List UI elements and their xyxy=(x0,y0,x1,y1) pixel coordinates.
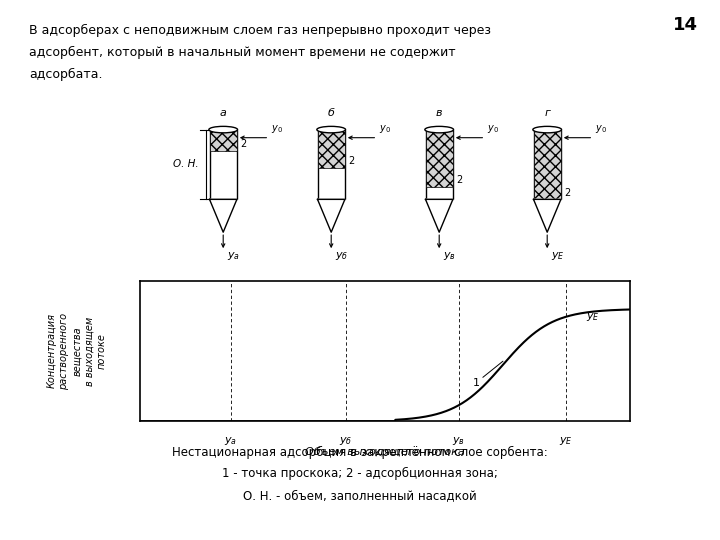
Bar xyxy=(210,130,237,151)
Text: Объем выходящего потока: Объем выходящего потока xyxy=(305,447,465,456)
Text: 2: 2 xyxy=(240,139,247,149)
Text: $y_в$: $y_в$ xyxy=(443,250,456,262)
Text: $y_0$: $y_0$ xyxy=(271,123,284,135)
Text: $y_0$: $y_0$ xyxy=(487,123,500,135)
Text: Концентрация
растворенного
вещества
в выходящем
потоке: Концентрация растворенного вещества в вы… xyxy=(47,313,107,389)
Text: адсорбент, который в начальный момент времени не содержит: адсорбент, который в начальный момент вр… xyxy=(29,46,456,59)
Bar xyxy=(534,130,561,199)
Text: $y_0$: $y_0$ xyxy=(379,123,392,135)
Text: В адсорберах с неподвижным слоем газ непрерывно проходит через: В адсорберах с неподвижным слоем газ неп… xyxy=(29,24,491,37)
Text: $y_б$: $y_б$ xyxy=(339,435,353,447)
Bar xyxy=(534,130,561,199)
Bar xyxy=(318,130,345,168)
Text: 14: 14 xyxy=(673,16,698,34)
Text: а: а xyxy=(220,108,227,118)
Text: б: б xyxy=(328,108,335,118)
Bar xyxy=(318,130,345,199)
Text: $y_E$: $y_E$ xyxy=(559,435,573,447)
Text: $y_E$: $y_E$ xyxy=(586,311,600,323)
Text: Нестационарная адсорбция в закреплённом слое сорбента:: Нестационарная адсорбция в закреплённом … xyxy=(172,446,548,458)
Text: $y_E$: $y_E$ xyxy=(551,250,564,262)
Polygon shape xyxy=(534,199,561,232)
Text: $y_б$: $y_б$ xyxy=(335,250,348,262)
Bar xyxy=(426,130,453,199)
Bar xyxy=(426,130,453,187)
Ellipse shape xyxy=(209,126,238,133)
Text: 2: 2 xyxy=(348,157,355,166)
Text: $y_a$: $y_a$ xyxy=(225,435,238,447)
Text: $y_0$: $y_0$ xyxy=(595,123,608,135)
Text: адсорбата.: адсорбата. xyxy=(29,68,102,80)
Bar xyxy=(210,130,237,199)
Text: О. Н.: О. Н. xyxy=(173,159,199,170)
Text: 1 - точка проскока; 2 - адсорбционная зона;: 1 - точка проскока; 2 - адсорбционная зо… xyxy=(222,467,498,480)
Text: 1: 1 xyxy=(473,378,480,388)
Text: О. Н. - объем, заполненный насадкой: О. Н. - объем, заполненный насадкой xyxy=(243,489,477,502)
Ellipse shape xyxy=(317,126,346,133)
Text: г: г xyxy=(544,108,550,118)
Polygon shape xyxy=(426,199,453,232)
Text: 2: 2 xyxy=(564,188,571,198)
Ellipse shape xyxy=(425,126,454,133)
Text: $y_в$: $y_в$ xyxy=(452,435,465,447)
Polygon shape xyxy=(318,199,345,232)
Text: в: в xyxy=(436,108,443,118)
Polygon shape xyxy=(210,199,237,232)
Text: 2: 2 xyxy=(456,176,463,185)
Ellipse shape xyxy=(533,126,562,133)
Text: $y_a$: $y_a$ xyxy=(227,250,240,262)
